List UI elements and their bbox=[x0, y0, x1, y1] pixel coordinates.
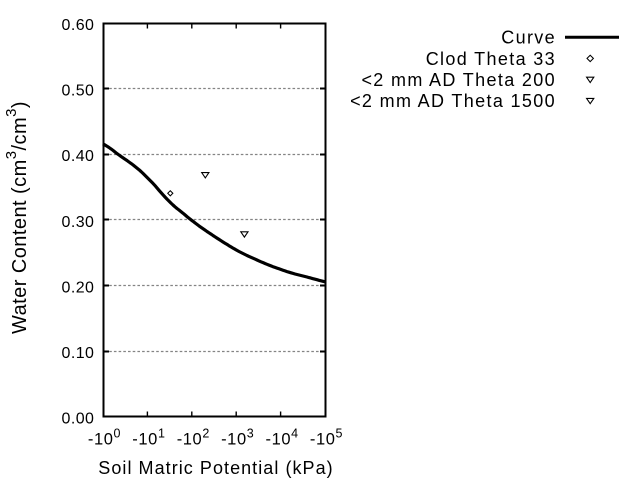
svg-text:<2 mm AD Theta 1500: <2 mm AD Theta 1500 bbox=[350, 91, 556, 111]
svg-text:-103: -103 bbox=[221, 427, 254, 449]
svg-text:Clod Theta 33: Clod Theta 33 bbox=[426, 49, 556, 69]
svg-text:0.10: 0.10 bbox=[62, 345, 95, 362]
svg-text:0.40: 0.40 bbox=[62, 148, 95, 165]
svg-text:0.30: 0.30 bbox=[62, 214, 95, 231]
svg-text:-105: -105 bbox=[310, 427, 343, 449]
svg-text:0.50: 0.50 bbox=[62, 83, 95, 100]
svg-text:-102: -102 bbox=[177, 427, 210, 449]
svg-text:Curve: Curve bbox=[501, 28, 556, 48]
svg-text:<2 mm AD Theta 200: <2 mm AD Theta 200 bbox=[361, 70, 556, 90]
svg-text:0.60: 0.60 bbox=[62, 17, 95, 34]
svg-text:-101: -101 bbox=[132, 427, 165, 449]
svg-text:-104: -104 bbox=[265, 427, 298, 449]
svg-text:-100: -100 bbox=[88, 427, 121, 449]
svg-text:0.20: 0.20 bbox=[62, 279, 95, 296]
svg-text:Soil Matric Potential (kPa): Soil Matric Potential (kPa) bbox=[98, 458, 333, 478]
svg-text:0.00: 0.00 bbox=[62, 411, 95, 428]
